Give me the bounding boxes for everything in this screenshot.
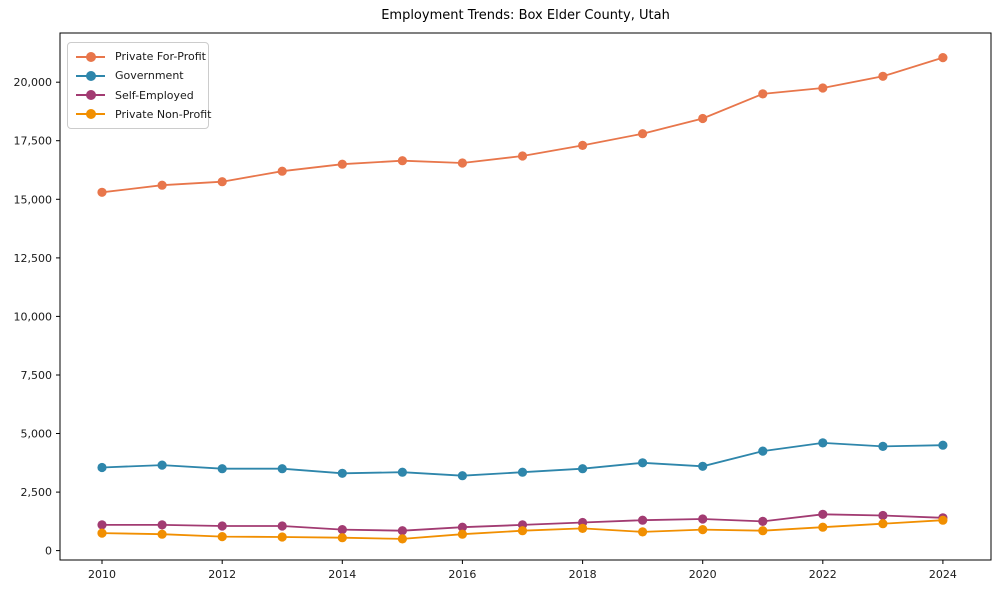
data-point-government-2020	[698, 461, 708, 471]
data-point-private-non-profit-2015	[397, 534, 407, 544]
data-point-private-for-profit-2012	[217, 177, 227, 187]
x-tick-label: 2022	[809, 568, 837, 581]
data-point-private-for-profit-2020	[698, 113, 708, 124]
data-point-self-employed-2015	[397, 526, 407, 536]
data-point-self-employed-2012	[217, 521, 227, 531]
y-tick-label: 12,500	[14, 252, 53, 265]
data-point-government-2024	[938, 440, 948, 450]
data-point-self-employed-2022	[818, 509, 828, 519]
data-point-private-non-profit-2011	[157, 529, 167, 539]
data-point-private-for-profit-2024	[938, 53, 948, 63]
legend-item-government: Government	[76, 67, 200, 85]
data-point-government-2023	[878, 441, 888, 451]
x-tick-label: 2010	[88, 568, 116, 581]
data-point-government-2014	[337, 468, 347, 478]
data-point-government-2012	[217, 464, 227, 474]
x-tick-label: 2016	[448, 568, 476, 581]
data-point-self-employed-2019	[638, 515, 648, 525]
data-point-government-2019	[638, 458, 648, 468]
y-tick-label: 0	[45, 545, 52, 558]
x-tick-label: 2014	[328, 568, 356, 581]
data-point-private-for-profit-2014	[337, 159, 347, 169]
data-point-private-for-profit-2017	[517, 151, 528, 161]
legend-label: Self-Employed	[115, 88, 194, 102]
data-point-government-2016	[457, 471, 467, 481]
legend-label: Private For-Profit	[115, 50, 206, 64]
data-point-private-non-profit-2023	[878, 519, 888, 529]
legend-marker-icon	[76, 70, 105, 81]
legend-item-private-non-profit: Private Non-Profit	[76, 105, 211, 123]
data-point-private-for-profit-2011	[157, 180, 167, 190]
data-point-private-for-profit-2010	[97, 187, 107, 197]
chart-title: Employment Trends: Box Elder County, Uta…	[381, 8, 670, 23]
data-point-private-non-profit-2022	[818, 522, 828, 532]
data-point-government-2018	[578, 464, 588, 474]
y-tick-label: 2,500	[21, 486, 53, 499]
data-point-private-non-profit-2018	[578, 523, 588, 534]
data-point-government-2013	[277, 464, 287, 474]
legend-item-private-for-profit: Private For-Profit	[76, 48, 206, 66]
y-tick-label: 17,500	[14, 135, 53, 148]
data-point-government-2015	[397, 467, 407, 477]
data-point-self-employed-2011	[157, 520, 167, 530]
data-point-private-for-profit-2022	[818, 83, 828, 93]
legend-marker-icon	[76, 109, 105, 120]
data-point-government-2017	[517, 467, 528, 477]
x-tick-label: 2024	[929, 568, 957, 581]
data-point-government-2011	[157, 460, 167, 470]
plot-border	[59, 32, 992, 561]
data-point-private-for-profit-2015	[397, 156, 407, 166]
data-point-private-non-profit-2014	[337, 533, 347, 543]
data-point-private-for-profit-2016	[457, 158, 467, 168]
data-point-private-non-profit-2024	[938, 515, 948, 525]
x-tick-label: 2012	[208, 568, 236, 581]
data-point-private-non-profit-2016	[457, 529, 467, 539]
legend-label: Government	[115, 69, 184, 83]
data-point-self-employed-2021	[758, 516, 768, 527]
data-point-private-for-profit-2019	[638, 129, 648, 139]
series-line-private-for-profit	[101, 56, 944, 194]
y-tick-label: 7,500	[21, 369, 53, 382]
data-point-self-employed-2014	[337, 525, 347, 535]
legend: Private For-Profit Government Self-Employe…	[67, 42, 211, 129]
data-point-private-non-profit-2010	[97, 528, 107, 538]
data-point-private-non-profit-2021	[758, 526, 768, 536]
data-point-private-non-profit-2020	[698, 525, 708, 535]
data-point-self-employed-2020	[698, 514, 708, 524]
data-point-private-non-profit-2012	[217, 532, 227, 542]
data-point-private-for-profit-2018	[578, 140, 588, 150]
data-point-private-non-profit-2013	[277, 532, 287, 542]
legend-label: Private Non-Profit	[115, 107, 212, 121]
legend-marker-icon	[76, 90, 105, 101]
data-point-self-employed-2016	[457, 522, 467, 532]
data-point-self-employed-2010	[97, 520, 107, 530]
y-tick-label: 5,000	[21, 428, 53, 441]
data-point-private-non-profit-2017	[517, 526, 528, 536]
data-point-government-2021	[758, 446, 768, 456]
x-tick-label: 2020	[689, 568, 717, 581]
data-point-private-for-profit-2013	[277, 166, 287, 176]
data-point-self-employed-2023	[878, 510, 888, 521]
data-point-government-2010	[97, 462, 107, 473]
y-tick-label: 15,000	[14, 193, 53, 206]
x-tick-label: 2018	[569, 568, 597, 581]
y-tick-label: 20,000	[14, 76, 53, 89]
data-point-private-non-profit-2019	[638, 527, 648, 537]
data-point-government-2022	[818, 438, 828, 448]
data-point-private-for-profit-2021	[758, 89, 768, 99]
legend-marker-icon	[76, 51, 105, 62]
legend-item-self-employed: Self-Employed	[76, 86, 200, 104]
data-point-self-employed-2013	[277, 521, 287, 531]
y-tick-label: 10,000	[14, 310, 53, 323]
data-point-private-for-profit-2023	[878, 71, 888, 81]
